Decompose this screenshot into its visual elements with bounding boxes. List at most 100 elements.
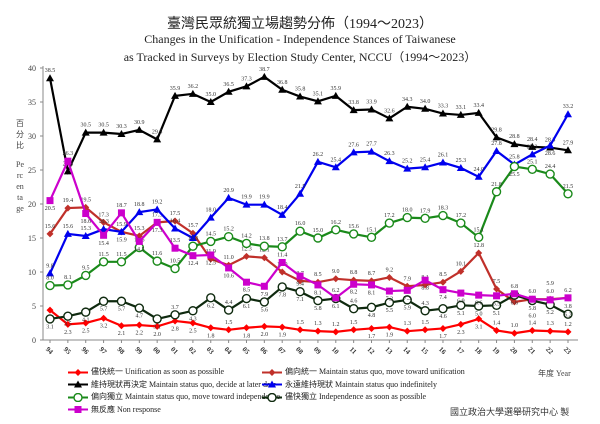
data-point	[170, 263, 180, 274]
data-label: 6.9	[457, 299, 465, 305]
data-point	[493, 292, 501, 300]
data-point	[242, 324, 250, 332]
data-label: 13.7	[277, 237, 288, 243]
data-label: 4.4	[225, 300, 233, 306]
y-tick-label: 0	[32, 336, 36, 345]
data-label: 3.1	[475, 324, 483, 330]
data-label: 1.4	[529, 320, 537, 326]
x-tick-label: 13	[383, 345, 394, 356]
data-label: 28.8	[509, 134, 520, 140]
data-point	[296, 189, 305, 197]
data-point	[350, 280, 358, 288]
data-point	[546, 296, 554, 304]
data-point	[81, 128, 90, 136]
data-point	[260, 254, 268, 262]
x-tick-label: 18	[473, 345, 484, 356]
data-point	[278, 258, 286, 266]
data-point	[384, 218, 395, 228]
data-point	[421, 326, 429, 334]
legend-label: 儘快獨立 Independence as soon as possible	[285, 392, 427, 401]
data-label: 25.2	[402, 159, 413, 165]
data-label: 35.8	[295, 87, 306, 93]
data-point	[439, 278, 447, 286]
data-label: 15.2	[223, 227, 234, 233]
data-label: 9.0	[332, 269, 340, 275]
data-point	[241, 293, 252, 304]
data-label: 26.1	[438, 153, 449, 159]
data-point	[493, 326, 501, 334]
data-label: 2.0	[261, 332, 269, 338]
data-label: 19.9	[259, 195, 270, 201]
data-label: 21.5	[563, 184, 574, 190]
data-point	[277, 282, 287, 292]
data-point	[438, 109, 447, 117]
x-tick-label: 09	[312, 345, 323, 356]
data-label: 28.4	[527, 137, 538, 143]
y-axis-label-en: Percentage	[16, 160, 24, 213]
data-label: 1.9	[386, 333, 394, 339]
data-label: 1.2	[332, 322, 340, 328]
data-label: 8.5	[439, 272, 447, 278]
data-label: 2.8	[171, 326, 179, 332]
data-label: 3.5	[64, 322, 72, 328]
data-point	[116, 296, 127, 306]
data-label: 2.2	[136, 331, 144, 337]
data-point	[402, 295, 412, 305]
data-point	[296, 92, 305, 100]
data-label: 1.5	[421, 320, 429, 326]
data-label: 12.8	[473, 243, 484, 249]
data-point	[242, 252, 250, 260]
data-label: 1.8	[243, 333, 251, 339]
data-label: 30.3	[116, 124, 127, 130]
data-point	[313, 157, 322, 165]
data-point	[510, 329, 518, 337]
data-label: 26.2	[313, 152, 324, 158]
data-label: 35.0	[206, 92, 217, 98]
data-point	[314, 327, 322, 335]
data-label: 16.0	[295, 221, 306, 227]
data-label: 2.3	[457, 330, 465, 336]
data-point	[46, 269, 54, 277]
data-point	[207, 255, 215, 263]
data-label: 1.9	[278, 333, 286, 339]
data-label: 27.8	[491, 141, 502, 147]
data-point	[135, 237, 143, 245]
data-point	[332, 294, 340, 302]
data-label: 6.2	[207, 303, 215, 309]
data-label: 33.3	[438, 104, 449, 110]
data-point	[241, 238, 252, 249]
data-point	[135, 208, 144, 216]
data-label: 16.4	[170, 218, 181, 224]
data-label: 2.0	[153, 332, 161, 338]
data-point	[63, 311, 73, 321]
data-point	[117, 209, 125, 217]
data-label: 12.5	[206, 261, 217, 267]
data-point	[402, 212, 412, 223]
y-axis-label: 百分比 Percentage	[14, 118, 26, 214]
data-label: 24.0	[473, 167, 484, 173]
circle-marker-icon	[68, 392, 88, 402]
x-tick-label: 23	[562, 345, 573, 356]
data-label: 14.5	[206, 231, 217, 237]
x-tick-label: 20	[508, 345, 519, 356]
data-label: 8.5	[314, 272, 322, 278]
data-label: 18.0	[402, 208, 413, 214]
data-label: 25.4	[331, 157, 342, 163]
y-tick-label: 5	[32, 302, 36, 311]
legend-label: 永遠維持現狀 Maintain status quo indefinitely	[285, 379, 437, 389]
data-point	[171, 217, 179, 225]
data-label: 24.4	[545, 164, 556, 170]
data-point	[492, 146, 501, 154]
data-point	[527, 164, 537, 175]
data-label: 14.5	[134, 247, 145, 253]
data-label: 16.2	[331, 220, 342, 226]
data-point	[546, 141, 555, 149]
data-label: 1.8	[207, 333, 215, 339]
data-point	[82, 319, 90, 327]
data-label: 38.5	[45, 68, 56, 74]
credit-text: 國立政治大學選舉研究中心 製	[450, 407, 570, 417]
data-label: 7.4	[439, 295, 447, 301]
data-point	[331, 225, 341, 235]
data-label: 25.4	[420, 157, 431, 163]
